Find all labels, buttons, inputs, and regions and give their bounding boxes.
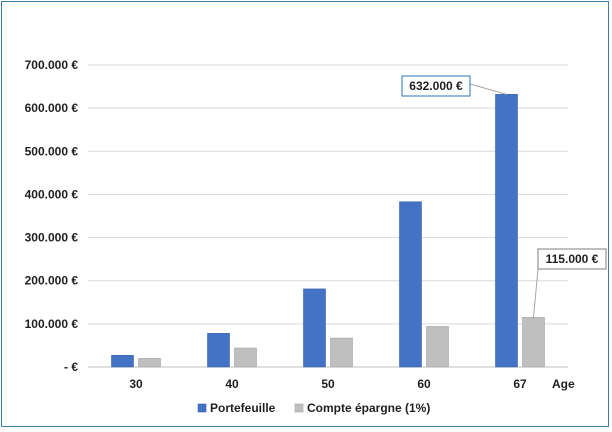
- bar-compte-epargne-60: [426, 326, 449, 368]
- bar-portefeuille-67: [495, 94, 518, 368]
- callout-label: 115.000 €: [546, 252, 599, 266]
- callout-leader-line: [469, 83, 507, 95]
- chart-frame: - € 100.000 € 200.000 € 300.000 € 400.000 € 5…: [1, 1, 609, 427]
- bar-compte-epargne-30: [138, 358, 161, 368]
- x-tick-label: 30: [129, 377, 143, 391]
- bar-portefeuille-40: [207, 333, 230, 368]
- callout-leader-line: [533, 268, 539, 318]
- y-tick-label: 600.000 €: [25, 101, 79, 115]
- bar-portefeuille-50: [303, 288, 326, 368]
- legend-swatch: [197, 403, 207, 413]
- bar-compte-epargne-40: [234, 347, 257, 368]
- callout-label: 632.000 €: [409, 79, 463, 93]
- legend-swatch: [294, 403, 304, 413]
- callout-box: [401, 75, 471, 97]
- y-tick-label: 700.000 €: [25, 58, 79, 72]
- y-tick-label: - €: [64, 360, 78, 374]
- bars: [111, 94, 545, 368]
- x-axis-label: Age: [552, 377, 575, 391]
- bar-portefeuille-60: [399, 201, 422, 368]
- y-tick-label: 400.000 €: [25, 187, 79, 201]
- y-tick-label: 200.000 €: [25, 274, 79, 288]
- x-axis-ticks: 30 40 50 60 67: [129, 377, 527, 391]
- callouts: 632.000 € 115.000 €: [401, 75, 607, 318]
- y-tick-label: 300.000 €: [25, 231, 79, 245]
- bar-compte-epargne-67: [522, 317, 545, 368]
- x-tick-label: 40: [225, 377, 239, 391]
- x-tick-label: 50: [321, 377, 335, 391]
- legend-label: Compte épargne (1%): [307, 401, 430, 415]
- y-tick-label: 100.000 €: [25, 317, 79, 331]
- gridlines: [88, 64, 568, 368]
- callout-box: [537, 248, 607, 270]
- y-axis-ticks: - € 100.000 € 200.000 € 300.000 € 400.000 € 5…: [25, 58, 79, 374]
- x-tick-label: 60: [417, 377, 431, 391]
- x-tick-label: 67: [513, 377, 527, 391]
- legend: Portefeuille Compte épargne (1%): [197, 401, 430, 415]
- y-tick-label: 500.000 €: [25, 144, 79, 158]
- legend-label: Portefeuille: [210, 401, 276, 415]
- bar-portefeuille-30: [111, 355, 134, 368]
- bar-compte-epargne-50: [330, 337, 353, 368]
